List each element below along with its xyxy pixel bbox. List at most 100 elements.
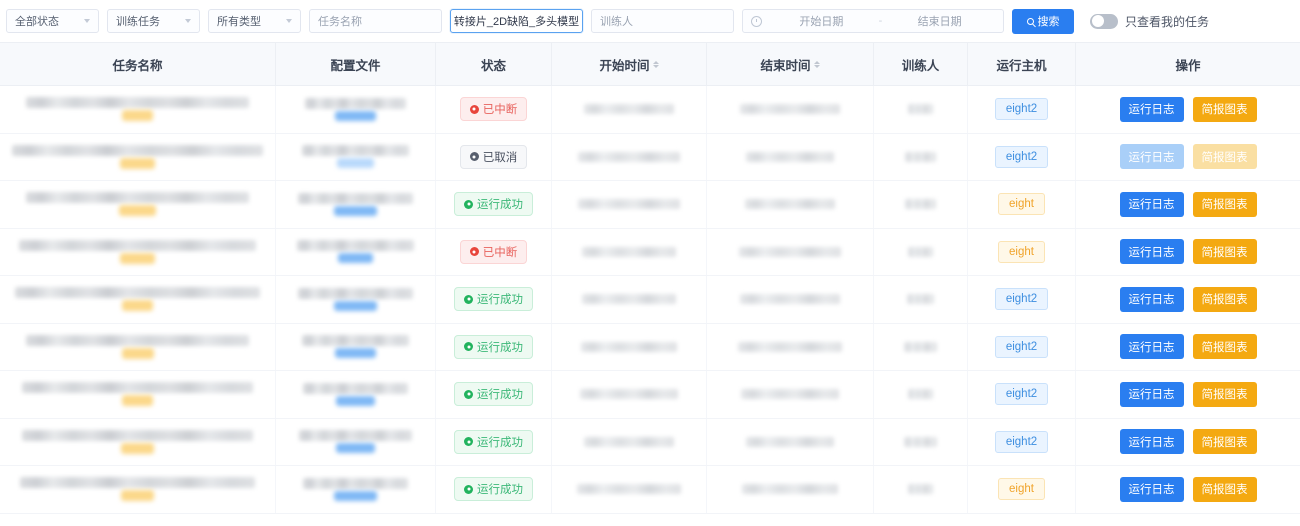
date-range-picker[interactable]: 开始日期 - 结束日期: [742, 9, 1004, 33]
redacted-config-tag: [334, 110, 377, 121]
cell-status: 已取消: [436, 133, 552, 180]
cell-config-file: [276, 181, 436, 228]
report-chart-button[interactable]: 简报图表: [1192, 476, 1257, 502]
redacted-config-name: [302, 145, 409, 157]
status-badge-label: 运行成功: [477, 294, 523, 307]
redacted-config-name: [297, 287, 414, 299]
sort-icon[interactable]: [652, 60, 659, 68]
cell-start-time: [552, 181, 707, 228]
report-chart-button[interactable]: 简报图表: [1192, 96, 1257, 122]
redacted-task-tag: [122, 395, 153, 407]
redacted-end-time: [740, 104, 840, 115]
redacted-start-time: [579, 389, 679, 400]
table-row[interactable]: 运行成功 eight2 运行日志 简报图表: [0, 276, 1300, 324]
table-row[interactable]: 已中断 eight 运行日志 简报图表: [0, 228, 1300, 276]
task-name-input[interactable]: 任务名称: [309, 9, 442, 33]
run-log-button[interactable]: 运行日志: [1119, 429, 1184, 455]
search-button[interactable]: 搜索: [1012, 8, 1074, 34]
report-chart-button[interactable]: 简报图表: [1192, 286, 1257, 312]
status-filter-select[interactable]: 全部状态: [6, 9, 99, 33]
report-chart-button[interactable]: 简报图表: [1192, 334, 1257, 360]
redacted-config-tag: [334, 490, 377, 501]
trainer-input[interactable]: 训练人: [591, 9, 734, 33]
cell-task-name: [0, 418, 276, 465]
search-button-label: 搜索: [1037, 16, 1060, 28]
run-log-button[interactable]: 运行日志: [1119, 239, 1184, 265]
model-name-input[interactable]: 转接片_2D缺陷_多头模型: [450, 9, 583, 33]
cell-task-name: [0, 133, 276, 180]
clock-icon: [751, 15, 762, 27]
redacted-task-tag: [121, 300, 154, 312]
redacted-trainer: [907, 104, 934, 115]
my-tasks-toggle-wrap: 只查看我的任务: [1090, 13, 1209, 30]
column-header-status: 状态: [436, 43, 552, 85]
report-chart-button[interactable]: 简报图表: [1192, 239, 1257, 265]
report-chart-button[interactable]: 简报图表: [1192, 191, 1257, 217]
table-header-row: 任务名称 配置文件 状态 开始时间 结束时间 训练人 运行主机 操作: [0, 42, 1300, 86]
redacted-task-tag: [118, 205, 157, 217]
cell-start-time: [552, 323, 707, 370]
cell-actions: 运行日志 简报图表: [1076, 466, 1300, 513]
host-tag: eight2: [994, 335, 1049, 358]
status-badge: 运行成功: [454, 429, 533, 454]
run-log-button[interactable]: 运行日志: [1119, 286, 1184, 312]
cell-task-name: [0, 228, 276, 275]
toggle-knob: [1091, 15, 1104, 27]
redacted-task-tag: [120, 490, 155, 502]
host-tag: eight2: [994, 145, 1049, 168]
redacted-config-tag: [333, 300, 378, 311]
table-row[interactable]: 运行成功 eight2 运行日志 简报图表: [0, 371, 1300, 419]
table-row[interactable]: 已取消 eight2 运行日志 简报图表: [0, 133, 1300, 181]
chevron-down-icon: [84, 19, 90, 23]
table-row[interactable]: 运行成功 eight 运行日志 简报图表: [0, 181, 1300, 229]
cell-config-file: [276, 133, 436, 180]
report-chart-button[interactable]: 简报图表: [1192, 381, 1257, 407]
redacted-start-time: [581, 341, 677, 352]
category-filter-select[interactable]: 所有类型: [208, 9, 301, 33]
task-type-filter-select[interactable]: 训练任务: [107, 9, 200, 33]
cell-start-time: [552, 371, 707, 418]
redacted-trainer: [906, 294, 935, 305]
redacted-config-name: [305, 97, 406, 109]
start-date-placeholder: 开始日期: [799, 16, 844, 28]
report-chart-button: 简报图表: [1192, 144, 1257, 170]
cell-trainer: [874, 181, 968, 228]
run-log-button[interactable]: 运行日志: [1119, 191, 1184, 217]
status-badge: 运行成功: [454, 334, 533, 359]
redacted-end-time: [737, 341, 843, 352]
run-log-button[interactable]: 运行日志: [1119, 476, 1184, 502]
cell-host: eight2: [968, 323, 1076, 370]
cell-actions: 运行日志 简报图表: [1076, 324, 1300, 371]
cell-end-time: [707, 276, 874, 323]
my-tasks-toggle[interactable]: [1090, 13, 1118, 29]
table-row[interactable]: 运行成功 eight 运行日志 简报图表: [0, 466, 1300, 514]
run-log-button[interactable]: 运行日志: [1119, 96, 1184, 122]
cell-config-file: [276, 86, 436, 133]
table-row[interactable]: 运行成功 eight2 运行日志 简报图表: [0, 418, 1300, 466]
table-row[interactable]: 已中断 eight2 运行日志 简报图表: [0, 86, 1300, 134]
column-header-start-time[interactable]: 开始时间: [552, 43, 707, 85]
status-badge: 已中断: [459, 239, 528, 264]
host-tag: eight2: [994, 430, 1049, 453]
column-header-end-time[interactable]: 结束时间: [707, 43, 874, 85]
status-badge-label: 已取消: [482, 151, 518, 164]
cell-start-time: [552, 276, 707, 323]
cell-host: eight2: [968, 418, 1076, 465]
host-tag: eight: [998, 478, 1045, 501]
sort-icon[interactable]: [813, 60, 820, 68]
host-tag: eight: [998, 240, 1045, 263]
report-chart-button[interactable]: 简报图表: [1192, 429, 1257, 455]
check-circle-icon: [464, 389, 473, 399]
redacted-start-time: [578, 199, 680, 210]
task-name-placeholder: 任务名称: [318, 16, 362, 28]
date-range-separator: -: [878, 15, 883, 27]
redacted-task-name: [12, 144, 263, 156]
cell-actions: 运行日志 简报图表: [1076, 134, 1300, 181]
table-row[interactable]: 运行成功 eight2 运行日志 简报图表: [0, 323, 1300, 371]
run-log-button[interactable]: 运行日志: [1119, 334, 1184, 360]
filter-toolbar: 全部状态 训练任务 所有类型 任务名称 转接片_2D缺陷_多头模型 训练人 开始…: [0, 0, 1300, 42]
run-log-button[interactable]: 运行日志: [1119, 381, 1184, 407]
cell-status: 运行成功: [436, 181, 552, 228]
cell-status: 运行成功: [436, 323, 552, 370]
redacted-trainer: [907, 246, 934, 257]
